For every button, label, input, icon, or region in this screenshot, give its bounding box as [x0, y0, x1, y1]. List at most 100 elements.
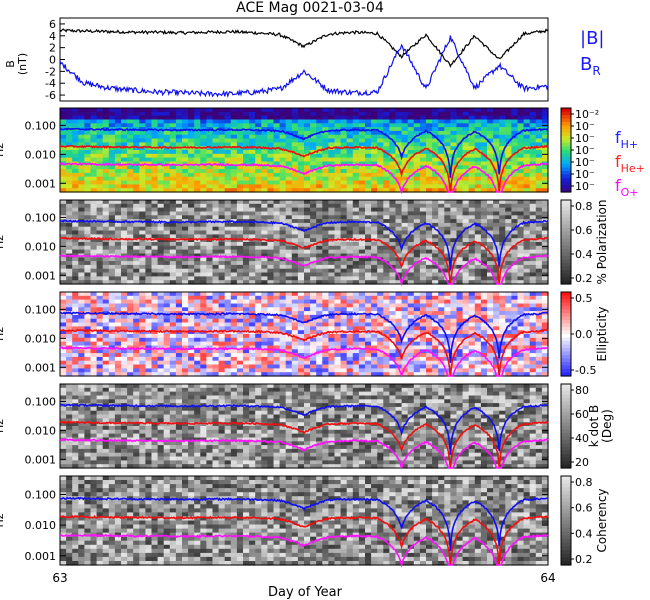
heatmap-cell: [505, 150, 512, 155]
heatmap-cell: [517, 130, 525, 136]
heatmap-cell: [541, 157, 549, 162]
heatmap-cell: [163, 280, 171, 285]
heatmap-cell: [249, 280, 256, 285]
heatmap-cell: [175, 146, 183, 151]
heatmap-cell: [499, 127, 506, 132]
heatmap-cell: [462, 176, 470, 182]
heatmap-cell: [401, 142, 409, 147]
heatmap-cell: [358, 188, 366, 193]
heatmap-cell: [145, 153, 153, 159]
heatmap-cell: [96, 349, 104, 354]
heatmap-cell: [218, 207, 226, 212]
heatmap-cell: [255, 299, 262, 304]
heatmap-cell: [224, 330, 232, 335]
colorbar-swatch: [561, 242, 571, 247]
heatmap-cell: [218, 253, 226, 258]
heatmap-cell: [206, 188, 214, 193]
heatmap-cell: [267, 200, 275, 205]
heatmap-cell: [121, 353, 128, 358]
heatmap-cell: [432, 326, 439, 331]
heatmap-cell: [365, 215, 372, 220]
heatmap-cell: [523, 200, 531, 205]
colorbar-tick-label: 10⁻: [575, 168, 595, 181]
heatmap-cell: [157, 349, 165, 354]
heatmap-cell: [145, 115, 153, 120]
heatmap-cell: [169, 150, 177, 155]
heatmap-cell: [96, 326, 104, 331]
heatmap-cell: [133, 176, 140, 182]
heatmap-cell: [206, 142, 214, 147]
heatmap-cell: [96, 372, 104, 377]
heatmap-cell: [541, 146, 549, 151]
heatmap-cell: [212, 165, 220, 170]
heatmap-cell: [66, 226, 73, 232]
heatmap-cell: [157, 249, 165, 254]
heatmap-cell: [499, 211, 506, 216]
heatmap-cell: [243, 314, 250, 320]
heatmap-cell: [505, 219, 512, 224]
heatmap-cell: [108, 115, 116, 120]
heatmap-cell: [127, 200, 134, 205]
heatmap-cell: [243, 211, 250, 216]
heatmap-cell: [206, 353, 214, 358]
heatmap-cell: [322, 165, 329, 170]
heatmap-cell: [389, 203, 397, 209]
heatmap-cell: [175, 180, 183, 185]
heatmap-cell: [450, 219, 458, 224]
heatmap-cell: [212, 364, 220, 369]
heatmap-cell: [249, 165, 256, 170]
heatmap-cell: [291, 226, 299, 232]
heatmap-cell: [66, 230, 73, 235]
heatmap-cell: [114, 142, 122, 147]
heatmap-cell: [249, 138, 256, 143]
heatmap-cell: [334, 368, 342, 373]
heatmap-cell: [310, 108, 317, 113]
heatmap-cell: [261, 249, 268, 254]
heatmap-cell: [206, 356, 214, 362]
heatmap-cell: [90, 115, 98, 120]
heatmap-cell: [90, 134, 98, 140]
gyro-line-fH: [59, 219, 549, 271]
heatmap-cell: [121, 153, 128, 159]
heatmap-cell: [450, 222, 458, 228]
heatmap-cell: [328, 138, 336, 143]
heatmap-cell: [395, 311, 403, 316]
heatmap-cell: [407, 261, 415, 266]
heatmap-cell: [468, 276, 476, 281]
heatmap-cell: [224, 326, 232, 331]
heatmap-cell: [151, 261, 159, 266]
heatmap-cell: [462, 257, 470, 262]
heatmap-cell: [133, 245, 140, 251]
heatmap-cell: [261, 326, 268, 331]
heatmap-cell: [401, 211, 409, 216]
heatmap-cell: [96, 172, 104, 178]
heatmap-cell: [249, 276, 256, 281]
heatmap-cell: [407, 318, 415, 324]
heatmap-cell: [194, 364, 201, 369]
heatmap-cell: [84, 272, 92, 277]
heatmap-cell: [267, 341, 275, 346]
heatmap-cell: [438, 119, 445, 124]
heatmap-cell: [304, 142, 311, 147]
heatmap-cell: [358, 292, 366, 297]
heatmap-cell: [340, 257, 348, 262]
heatmap-cell: [389, 349, 397, 354]
heatmap-cell: [358, 123, 366, 128]
heatmap-cell: [200, 161, 207, 166]
heatmap-cell: [169, 226, 177, 232]
heatmap-cell: [426, 268, 433, 274]
heatmap-cell: [72, 261, 79, 266]
heatmap-cell: [72, 349, 79, 354]
heatmap-cell: [96, 280, 104, 285]
heatmap-cell: [145, 142, 153, 147]
heatmap-cell: [505, 261, 512, 266]
heatmap-cell: [163, 345, 171, 350]
heatmap-cell: [84, 184, 92, 189]
heatmap-cell: [66, 349, 73, 354]
heatmap-cell: [194, 280, 201, 285]
heatmap-cell: [413, 276, 421, 281]
heatmap-cell: [212, 349, 220, 354]
heatmap-cell: [450, 142, 458, 147]
heatmap-cell: [279, 115, 287, 120]
heatmap-cell: [499, 111, 506, 117]
